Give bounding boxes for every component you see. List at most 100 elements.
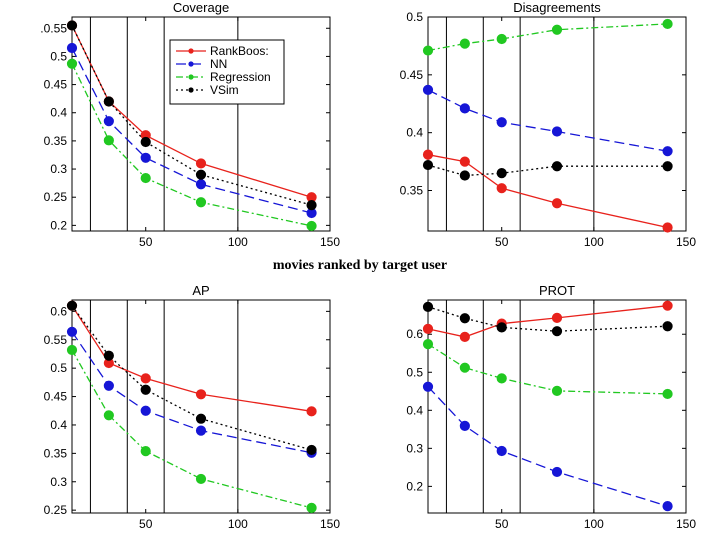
coverage-axes-frame xyxy=(71,16,331,232)
coverage-point-vsim-3 xyxy=(195,169,207,180)
disagreements-ytick-label-2: 0.45 xyxy=(400,68,424,82)
ap-ytick-label-7: 0.6 xyxy=(50,304,67,318)
coverage-point-nn-0 xyxy=(66,42,78,54)
prot-point-regression-2 xyxy=(496,373,507,384)
coverage-point-rankboost-3 xyxy=(195,158,207,169)
figure-caption: movies ranked by target user xyxy=(272,258,448,273)
prot-point-nn-4 xyxy=(662,501,673,512)
ap-point-nn-2 xyxy=(140,405,151,416)
disagreements-point-vsim-1 xyxy=(459,170,470,181)
coverage-legend-label-0: RankBoos: xyxy=(210,44,269,58)
disagreements-point-nn-3 xyxy=(551,126,563,137)
prot-series-nn-line xyxy=(427,386,668,507)
prot-ytick-label-0: 0.2 xyxy=(406,479,423,493)
chart-coverage: Coverage 0.2 0.25 0.3 0.35 0.4 0.45 0.5 .0.55 50 1… xyxy=(40,0,340,249)
disagreements-point-nn-4 xyxy=(662,146,673,157)
prot-point-rankboost-1 xyxy=(459,331,470,342)
ap-ytick-label-1: 0.3 xyxy=(50,475,67,489)
prot-title: PROT xyxy=(539,283,575,298)
disagreements-xtick-label-0: 50 xyxy=(495,235,509,249)
ap-point-vsim-2 xyxy=(140,384,151,395)
ap-point-vsim-3 xyxy=(195,413,207,424)
prot-point-nn-0 xyxy=(422,381,434,392)
coverage-series-vsim-line xyxy=(71,25,312,206)
disagreements-point-rankboost-4 xyxy=(662,222,673,233)
prot-ytick-label-2: 0.4 xyxy=(406,403,423,417)
disagreements-point-rankboost-0 xyxy=(422,149,434,160)
disagreements-point-nn-0 xyxy=(422,84,434,95)
disagreements-point-vsim-3 xyxy=(551,161,563,172)
coverage-ytick-label-5: 0.45 xyxy=(44,78,68,92)
disagreements-point-rankboost-3 xyxy=(551,198,563,209)
coverage-point-nn-1 xyxy=(103,116,114,127)
disagreements-point-vsim-0 xyxy=(422,159,434,171)
prot-point-vsim-1 xyxy=(459,313,470,324)
prot-point-vsim-0 xyxy=(422,301,434,312)
ap-point-rankboost-3 xyxy=(195,389,207,400)
disagreements-point-nn-2 xyxy=(496,117,507,128)
disagreements-series-nn-line xyxy=(427,89,668,152)
coverage-ytick-label-7: .0.55 xyxy=(40,21,67,35)
ap-point-regression-0 xyxy=(66,344,78,356)
prot-axes-frame xyxy=(427,299,687,514)
disagreements-point-rankboost-1 xyxy=(459,156,470,167)
disagreements-title: Disagreements xyxy=(513,0,601,15)
coverage-point-vsim-4 xyxy=(306,199,317,211)
ap-ytick-label-5: 0.5 xyxy=(50,361,67,375)
coverage-point-regression-4 xyxy=(306,220,317,232)
disagreements-point-regression-2 xyxy=(496,33,507,45)
coverage-ytick-label-0: 0.2 xyxy=(50,218,67,232)
coverage-xtick-label-0: 50 xyxy=(139,235,153,249)
ap-point-nn-0 xyxy=(66,326,78,337)
disagreements-point-regression-3 xyxy=(551,24,563,35)
disagreements-axes-frame xyxy=(427,16,687,232)
coverage-legend-label-2: Regression xyxy=(210,70,271,84)
ap-point-vsim-1 xyxy=(103,350,114,361)
coverage-point-regression-0 xyxy=(66,58,78,69)
ap-xtick-label-0: 50 xyxy=(139,517,153,531)
prot-point-regression-4 xyxy=(662,388,673,400)
coverage-series-nn-line xyxy=(71,47,312,214)
ap-series-vsim-line xyxy=(71,305,312,451)
ap-point-vsim-4 xyxy=(306,444,317,456)
ap-point-regression-1 xyxy=(103,410,114,421)
prot-point-regression-0 xyxy=(422,339,434,350)
prot-xtick-label-0: 50 xyxy=(495,517,509,531)
prot-ytick-label-1: 0.3 xyxy=(406,441,423,455)
disagreements-point-regression-4 xyxy=(662,18,673,30)
coverage-point-vsim-1 xyxy=(103,96,114,107)
chart-ap: AP 0.25 0.3 0.35 0.4 0.45 0.5 0.55 0.6 50 100 150 xyxy=(44,283,341,531)
disagreements-point-vsim-2 xyxy=(496,168,507,179)
coverage-legend-marker-0 xyxy=(188,48,194,54)
prot-point-regression-3 xyxy=(551,385,563,397)
ap-point-nn-3 xyxy=(195,425,207,436)
ap-point-nn-1 xyxy=(103,380,114,391)
prot-ytick-label-4: 0.6 xyxy=(406,327,423,341)
coverage-point-nn-3 xyxy=(195,179,207,190)
chart-disagreements: Disagreements 0.35 0.4 0.45 0.5 50 100 150 xyxy=(400,0,697,249)
ap-axes-frame xyxy=(71,299,331,514)
coverage-point-nn-2 xyxy=(140,152,151,163)
coverage-legend-label-1: NN xyxy=(210,57,227,71)
disagreements-point-regression-0 xyxy=(422,45,434,56)
ap-point-regression-3 xyxy=(195,473,207,485)
coverage-legend-marker-3 xyxy=(188,87,194,93)
coverage-legend-marker-2 xyxy=(188,74,194,80)
ap-series-regression-line xyxy=(71,349,312,509)
coverage-xtick-label-1: 100 xyxy=(228,235,248,249)
disagreements-series-regression-line xyxy=(427,23,668,52)
coverage-legend-marker-1 xyxy=(188,61,194,67)
coverage-point-vsim-0 xyxy=(66,20,78,31)
prot-xtick-label-1: 100 xyxy=(584,517,604,531)
prot-ytick-label-3: 0.5 xyxy=(406,365,423,379)
ap-point-vsim-0 xyxy=(66,300,78,311)
disagreements-point-regression-1 xyxy=(459,38,470,49)
ap-ytick-label-6: 0.55 xyxy=(44,333,68,347)
coverage-ytick-label-3: 0.35 xyxy=(44,134,68,148)
ap-point-regression-2 xyxy=(140,445,151,457)
prot-point-rankboost-0 xyxy=(422,323,434,335)
coverage-xtick-label-2: 150 xyxy=(320,235,340,249)
prot-point-nn-3 xyxy=(551,466,563,478)
ap-xtick-label-2: 150 xyxy=(320,517,340,531)
coverage-point-regression-1 xyxy=(103,135,114,146)
